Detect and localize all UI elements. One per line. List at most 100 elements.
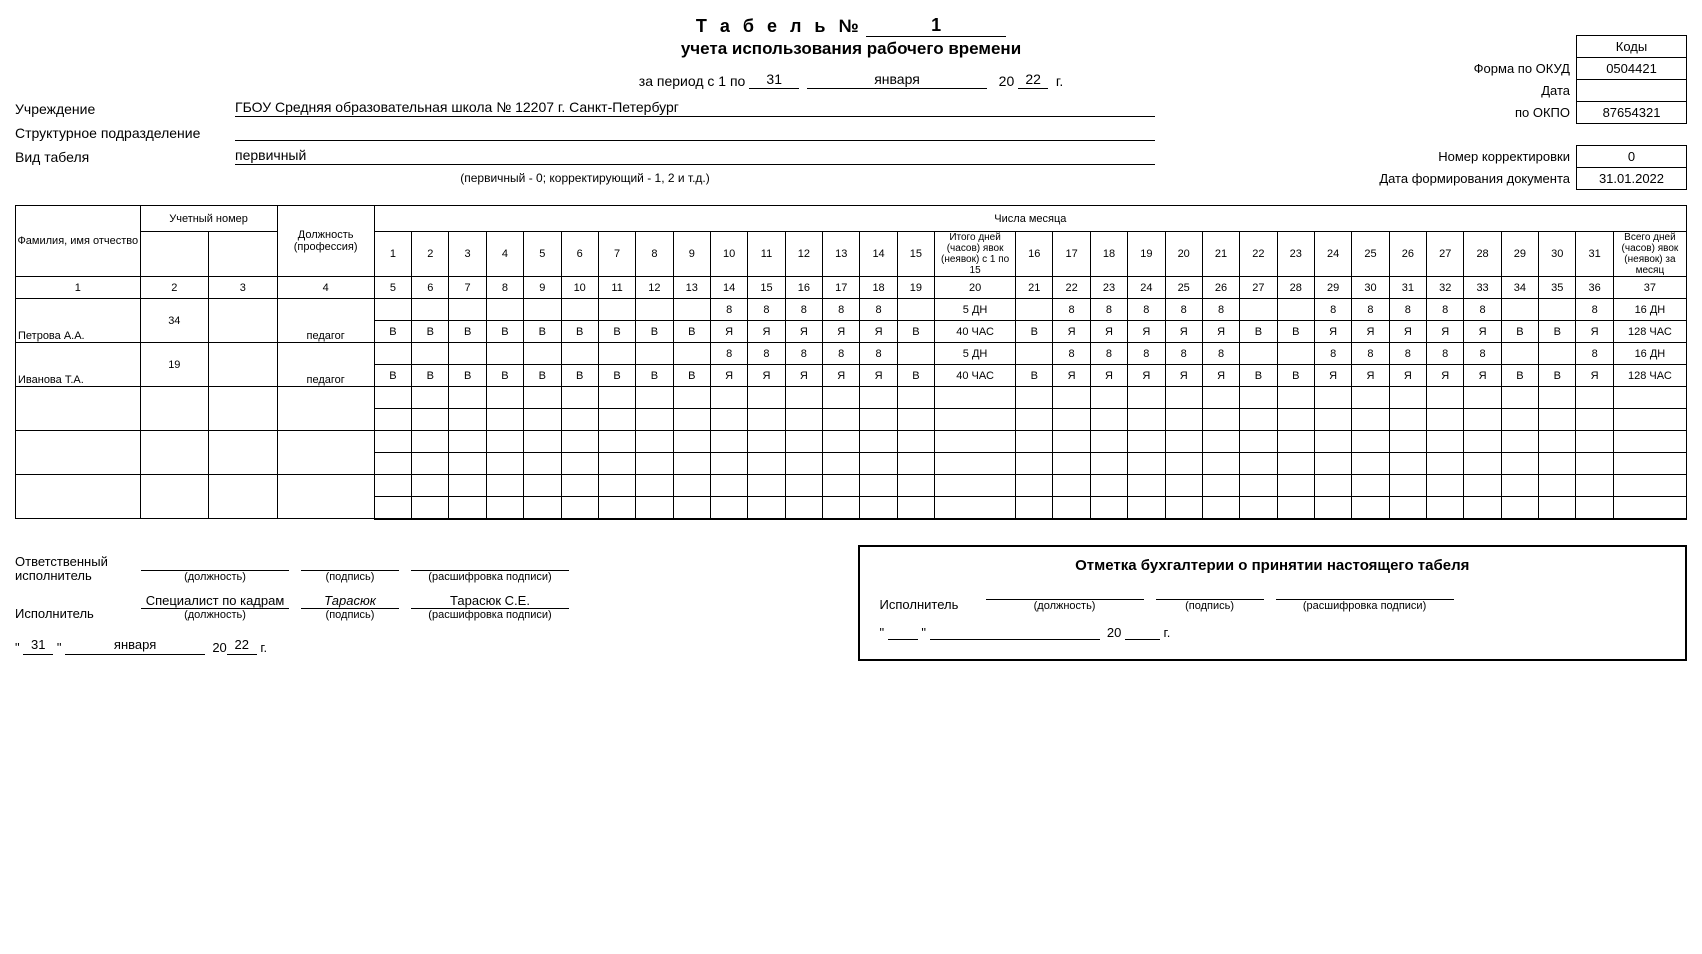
- cell: Я: [748, 321, 785, 343]
- colnum-29: 29: [1314, 277, 1351, 299]
- cell: [1053, 431, 1090, 453]
- colnum-4: 4: [277, 277, 374, 299]
- cell: [412, 343, 449, 365]
- cell: [636, 475, 673, 497]
- cell: [1165, 453, 1202, 475]
- cell: [1352, 431, 1389, 453]
- corr-label: Номер корректировки: [1373, 146, 1576, 168]
- cell: Иванова Т.А.: [16, 343, 141, 387]
- hdr-d17: 17: [1053, 232, 1090, 277]
- cell: 8: [823, 299, 860, 321]
- cell: Я: [1165, 321, 1202, 343]
- hdr-d2: 2: [412, 232, 449, 277]
- cell: 8: [1427, 299, 1464, 321]
- cell: [860, 387, 897, 409]
- cell: [1501, 431, 1538, 453]
- cell: [1165, 387, 1202, 409]
- cell: 8: [710, 343, 747, 365]
- cell: [1240, 387, 1277, 409]
- cell: Я: [1427, 321, 1464, 343]
- cell: [209, 343, 278, 387]
- colnum-12: 12: [636, 277, 673, 299]
- cell: Я: [1128, 321, 1165, 343]
- cell: [860, 475, 897, 497]
- cell: [1128, 497, 1165, 519]
- org-label: Учреждение: [15, 101, 235, 117]
- cell: 8: [1464, 299, 1501, 321]
- cell: [710, 409, 747, 431]
- cell: [1090, 453, 1127, 475]
- cell: [598, 431, 635, 453]
- colnum-35: 35: [1539, 277, 1576, 299]
- footer-date-s: г.: [260, 640, 267, 655]
- cell: [486, 299, 523, 321]
- cell: [897, 431, 934, 453]
- cell: В: [1016, 365, 1053, 387]
- cell: 8: [1202, 299, 1239, 321]
- colnum-8: 8: [486, 277, 523, 299]
- cell: [897, 475, 934, 497]
- period-yr: 22: [1018, 71, 1048, 89]
- cell: [636, 453, 673, 475]
- cell: [524, 475, 561, 497]
- cell: [1539, 299, 1576, 321]
- colnum-1: 1: [16, 277, 141, 299]
- cell: [449, 409, 486, 431]
- cell: Я: [1053, 365, 1090, 387]
- cell: [673, 299, 710, 321]
- cell: [710, 497, 747, 519]
- cell: 8: [1464, 343, 1501, 365]
- cell: [748, 431, 785, 453]
- hdr-d24: 24: [1314, 232, 1351, 277]
- cell: [1427, 387, 1464, 409]
- docdate-value: 31.01.2022: [1577, 168, 1687, 190]
- cell: [823, 431, 860, 453]
- cell: [1016, 299, 1053, 321]
- cell: [1016, 431, 1053, 453]
- cell: 8: [1165, 343, 1202, 365]
- hdr-d11: 11: [748, 232, 785, 277]
- hdr-d4: 4: [486, 232, 523, 277]
- colnum-28: 28: [1277, 277, 1314, 299]
- cell: [1539, 431, 1576, 453]
- cell: педагог: [277, 299, 374, 343]
- cell: 8: [1314, 299, 1351, 321]
- cell: В: [673, 321, 710, 343]
- cell: Я: [1090, 365, 1127, 387]
- cell: [748, 475, 785, 497]
- cell: 8: [1576, 299, 1613, 321]
- exec-name: Тарасюк С.Е.: [411, 593, 569, 609]
- cell: [860, 453, 897, 475]
- cell: В: [449, 321, 486, 343]
- colnum-37: 37: [1613, 277, 1686, 299]
- footer-date-yp: 20: [212, 640, 226, 655]
- cell: [598, 409, 635, 431]
- cell: [673, 475, 710, 497]
- hdr-d27: 27: [1427, 232, 1464, 277]
- cell: [897, 387, 934, 409]
- cell: 8: [785, 343, 822, 365]
- cell: [1539, 453, 1576, 475]
- cell: [524, 497, 561, 519]
- cell: [748, 453, 785, 475]
- cell: [935, 497, 1016, 519]
- okpo-label: по ОКПО: [1373, 102, 1576, 124]
- resp-name-hint: (расшифровка подписи): [405, 571, 575, 583]
- cell: [1352, 497, 1389, 519]
- cell: [486, 431, 523, 453]
- cell: [1464, 387, 1501, 409]
- cell: [561, 497, 598, 519]
- cell: [1128, 387, 1165, 409]
- exec-pos: Специалист по кадрам: [141, 593, 289, 609]
- cell: [598, 475, 635, 497]
- cell: Я: [1389, 365, 1426, 387]
- cell: [449, 475, 486, 497]
- cell: [1464, 497, 1501, 519]
- cell: [1016, 453, 1053, 475]
- cell: Я: [1464, 365, 1501, 387]
- hdr-tot: Всего дней (часов) явок (неявок) за меся…: [1613, 232, 1686, 277]
- colnum-25: 25: [1165, 277, 1202, 299]
- cell: В: [561, 321, 598, 343]
- cell: [561, 475, 598, 497]
- cell: [1277, 409, 1314, 431]
